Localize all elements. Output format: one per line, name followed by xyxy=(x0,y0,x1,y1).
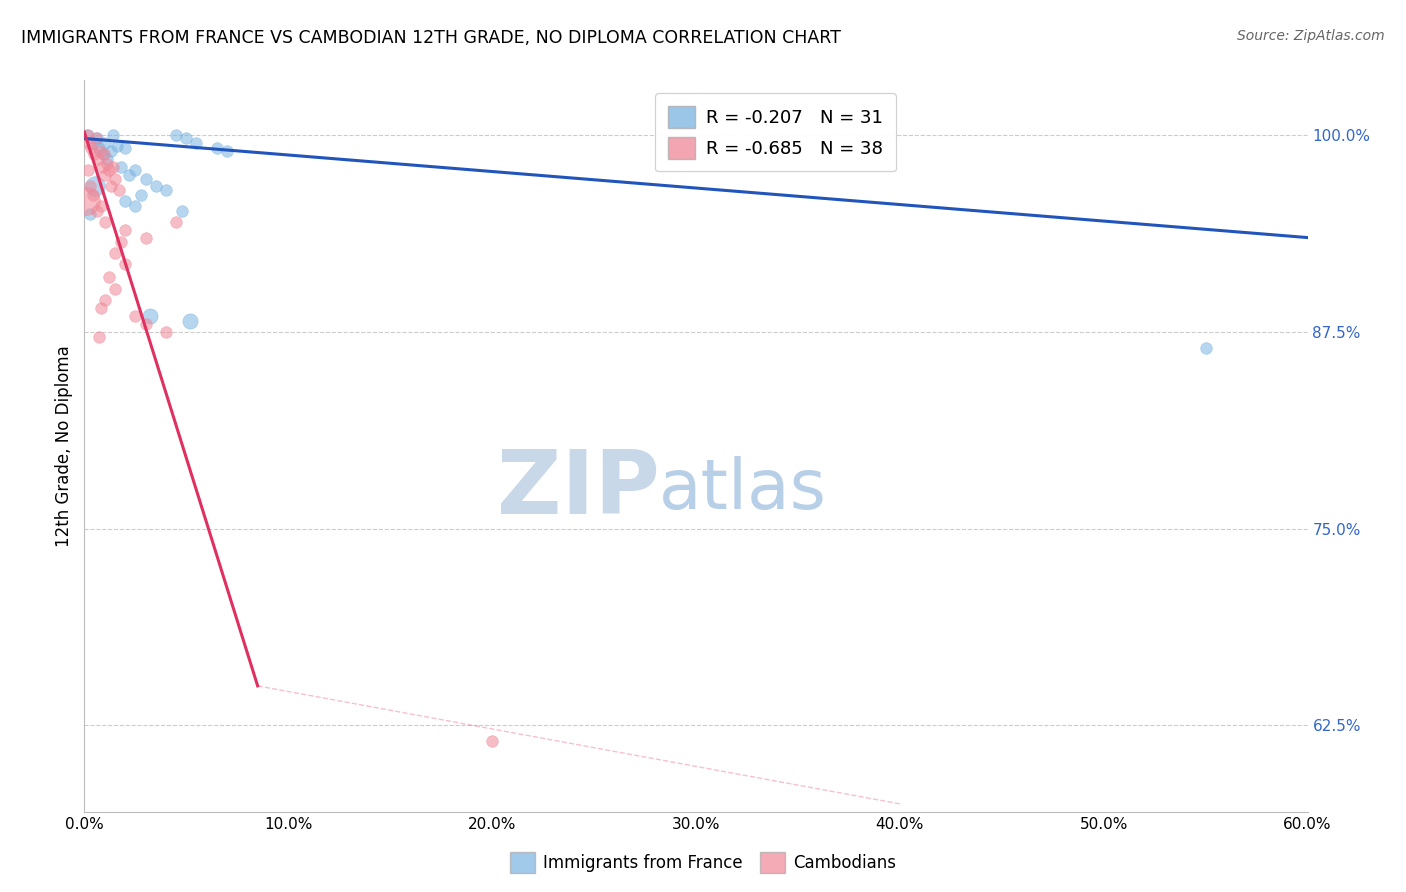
Point xyxy=(165,215,187,229)
Point xyxy=(138,310,160,324)
Point xyxy=(77,163,100,178)
Point xyxy=(155,183,177,197)
Point xyxy=(110,235,132,250)
Point xyxy=(96,152,118,166)
Point xyxy=(96,156,118,170)
Point xyxy=(84,131,107,145)
Point xyxy=(145,178,167,193)
Point xyxy=(76,128,98,143)
Point xyxy=(135,317,157,331)
Point xyxy=(87,141,110,155)
Y-axis label: 12th Grade, No Diploma: 12th Grade, No Diploma xyxy=(55,345,73,547)
Point xyxy=(86,152,108,166)
Point xyxy=(83,178,105,193)
Point xyxy=(86,203,108,218)
Point xyxy=(131,188,153,202)
Point xyxy=(105,139,128,153)
Point xyxy=(174,131,197,145)
Point xyxy=(75,194,97,209)
Point xyxy=(114,257,136,271)
Point xyxy=(104,172,127,186)
Point xyxy=(186,136,208,151)
Point xyxy=(93,215,115,229)
Point xyxy=(79,178,101,193)
Point xyxy=(217,144,239,158)
Point xyxy=(82,136,104,151)
Point xyxy=(82,188,104,202)
Point xyxy=(481,734,503,748)
Point xyxy=(165,128,187,143)
Point xyxy=(83,147,105,161)
Point xyxy=(124,163,146,178)
Point xyxy=(104,283,127,297)
Text: IMMIGRANTS FROM FRANCE VS CAMBODIAN 12TH GRADE, NO DIPLOMA CORRELATION CHART: IMMIGRANTS FROM FRANCE VS CAMBODIAN 12TH… xyxy=(21,29,841,47)
Point xyxy=(90,199,112,213)
Point xyxy=(179,314,201,328)
Point xyxy=(118,168,141,182)
Point xyxy=(100,144,122,158)
Point xyxy=(89,144,111,158)
Point xyxy=(101,160,124,174)
Legend: Immigrants from France, Cambodians: Immigrants from France, Cambodians xyxy=(503,846,903,880)
Point xyxy=(114,194,136,209)
Legend: R = -0.207   N = 31, R = -0.685   N = 38: R = -0.207 N = 31, R = -0.685 N = 38 xyxy=(655,93,896,171)
Point xyxy=(124,199,146,213)
Point xyxy=(1195,341,1218,355)
Text: atlas: atlas xyxy=(659,457,827,524)
Point xyxy=(135,172,157,186)
Point xyxy=(79,136,101,151)
Text: Source: ZipAtlas.com: Source: ZipAtlas.com xyxy=(1237,29,1385,44)
Point xyxy=(86,131,108,145)
Point xyxy=(93,147,115,161)
Point xyxy=(172,203,194,218)
Point xyxy=(104,246,127,260)
Point xyxy=(205,141,228,155)
Point xyxy=(87,329,110,343)
Point xyxy=(93,136,115,151)
Point xyxy=(90,301,112,316)
Point xyxy=(93,293,115,308)
Point xyxy=(114,223,136,237)
Point xyxy=(101,128,124,143)
Text: ZIP: ZIP xyxy=(496,446,659,533)
Point xyxy=(79,207,101,221)
Point xyxy=(100,178,122,193)
Point xyxy=(135,230,157,244)
Point xyxy=(114,141,136,155)
Point xyxy=(93,168,115,182)
Point xyxy=(90,160,112,174)
Point xyxy=(77,128,100,143)
Point xyxy=(80,141,103,155)
Point xyxy=(110,160,132,174)
Point xyxy=(97,269,120,284)
Point xyxy=(91,147,114,161)
Point xyxy=(97,163,120,178)
Point xyxy=(155,325,177,339)
Point xyxy=(124,310,146,324)
Point xyxy=(108,183,131,197)
